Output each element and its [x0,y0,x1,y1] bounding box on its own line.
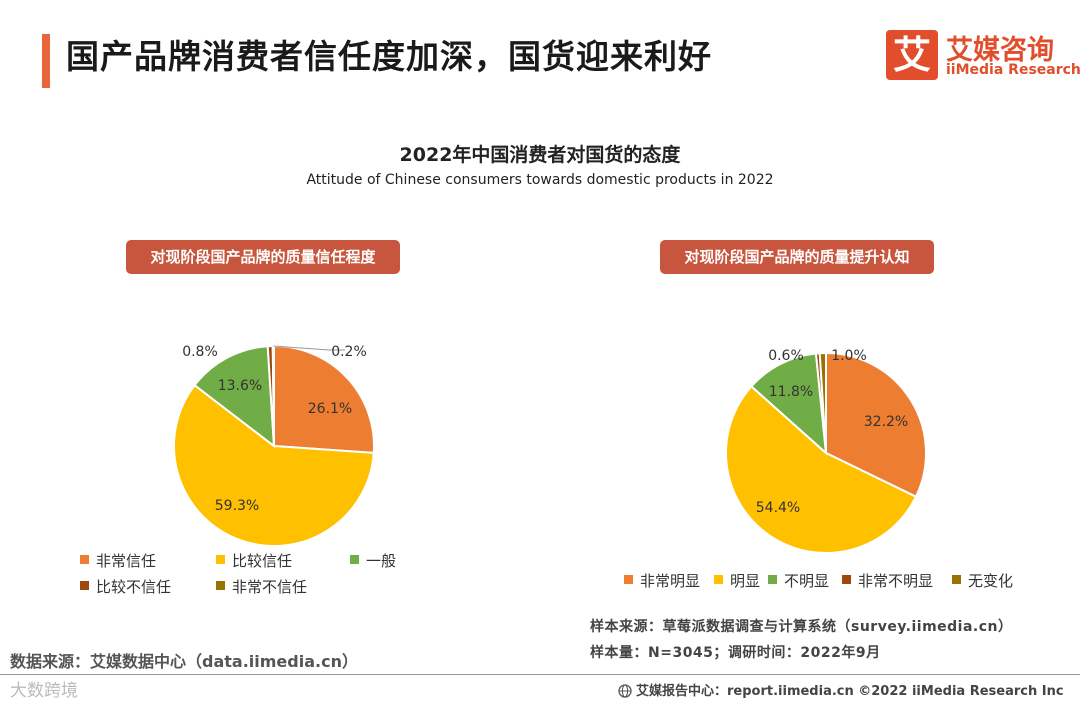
legend-1-text-4: 无变化 [968,572,1014,590]
pie-1-slice-4 [818,351,827,454]
legend-1-text-0: 非常明显 [640,572,701,590]
pie-0-label-0: 26.1% [308,401,352,417]
pie-0-slice-2 [193,345,276,449]
legend-0-item-0: 非常信任 [80,550,156,571]
pie-0-label-1: 59.3% [215,498,259,514]
legend-0-text-3: 比较不信任 [96,578,172,596]
legend-0-text-0: 非常信任 [96,552,157,570]
legend-1-text-3: 非常不明显 [858,572,934,590]
footer: 艾媒报告中心：report.iimedia.cn ©2022 iiMedia R… [618,680,1064,699]
legend-0-swatch-2 [350,555,359,564]
legend-0-swatch-3 [80,581,89,590]
chart-subtitle: Attitude of Chinese consumers towards do… [306,172,774,188]
legend-1-swatch-2 [768,575,777,584]
legend-0-swatch-1 [216,555,225,564]
pie-0-slice-1 [173,383,375,547]
legend-1-text-1: 明显 [730,572,761,590]
legend-0-swatch-4 [216,581,225,590]
iimedia-logo: 艾 艾媒咨询 iiMedia Research [886,28,1080,84]
pie-1-label-3: 0.6% [768,348,804,364]
pie-1-slice-1 [725,384,918,554]
legend-1-item-1: 明显 [714,570,760,591]
watermark: 大数跨境 [10,681,78,701]
pie-0-label-2: 13.6% [218,378,262,394]
logo-mark: 艾 [886,30,938,80]
legend-1-swatch-4 [952,575,961,584]
logo-chinese-name: 艾媒咨询 [946,35,1054,66]
pie-1-label-0: 32.2% [864,414,908,430]
legend-0-text-2: 一般 [366,552,397,570]
legend-1-text-2: 不明显 [784,572,830,590]
logo-english-name: iiMedia Research [946,62,1080,78]
legend-1-swatch-1 [714,575,723,584]
pie-1-label-4: 1.0% [831,348,867,364]
pie-1-slice-0 [825,351,927,499]
sample-size: 样本量：N=3045；调研时间：2022年9月 [590,645,881,661]
globe-icon [618,683,632,698]
legend-1-item-3: 非常不明显 [842,570,933,591]
legend-1-item-4: 无变化 [952,570,1013,591]
legend-0-item-4: 非常不信任 [216,576,307,597]
pie-0-label-4: 0.2% [331,344,367,360]
legend-0-swatch-0 [80,555,89,564]
right-chart-title: 对现阶段国产品牌的质量提升认知 [660,240,934,274]
footer-divider [0,674,1080,675]
pie-1-label-2: 11.8% [769,384,813,400]
pie-1-slice-2 [749,352,828,456]
page-title: 国产品牌消费者信任度加深，国货迎来利好 [66,37,712,76]
legend-1-swatch-3 [842,575,851,584]
footer-text: 艾媒报告中心：report.iimedia.cn ©2022 iiMedia R… [636,684,1064,699]
pie-0-label-3: 0.8% [182,344,218,360]
data-source: 数据来源：艾媒数据中心（data.iimedia.cn） [10,652,358,671]
legend-0-item-3: 比较不信任 [80,576,171,597]
legend-0-text-1: 比较信任 [232,552,293,570]
pie-0-leader-4 [273,345,345,351]
legend-0-item-1: 比较信任 [216,550,292,571]
pie-0-slice-0 [273,344,375,454]
pie-0-slice-4 [271,344,275,447]
pie-1-label-1: 54.4% [756,500,800,516]
legend-0-item-2: 一般 [350,550,396,571]
left-chart-title: 对现阶段国产品牌的质量信任程度 [126,240,400,274]
sample-source: 样本来源：草莓派数据调查与计算系统（survey.iimedia.cn） [590,619,1013,635]
legend-1-item-2: 不明显 [768,570,829,591]
legend-0-text-4: 非常不信任 [232,578,308,596]
legend-1-swatch-0 [624,575,633,584]
title-accent-bar [42,34,50,88]
legend-1-item-0: 非常明显 [624,570,700,591]
chart-title: 2022年中国消费者对国货的态度 [399,144,681,166]
